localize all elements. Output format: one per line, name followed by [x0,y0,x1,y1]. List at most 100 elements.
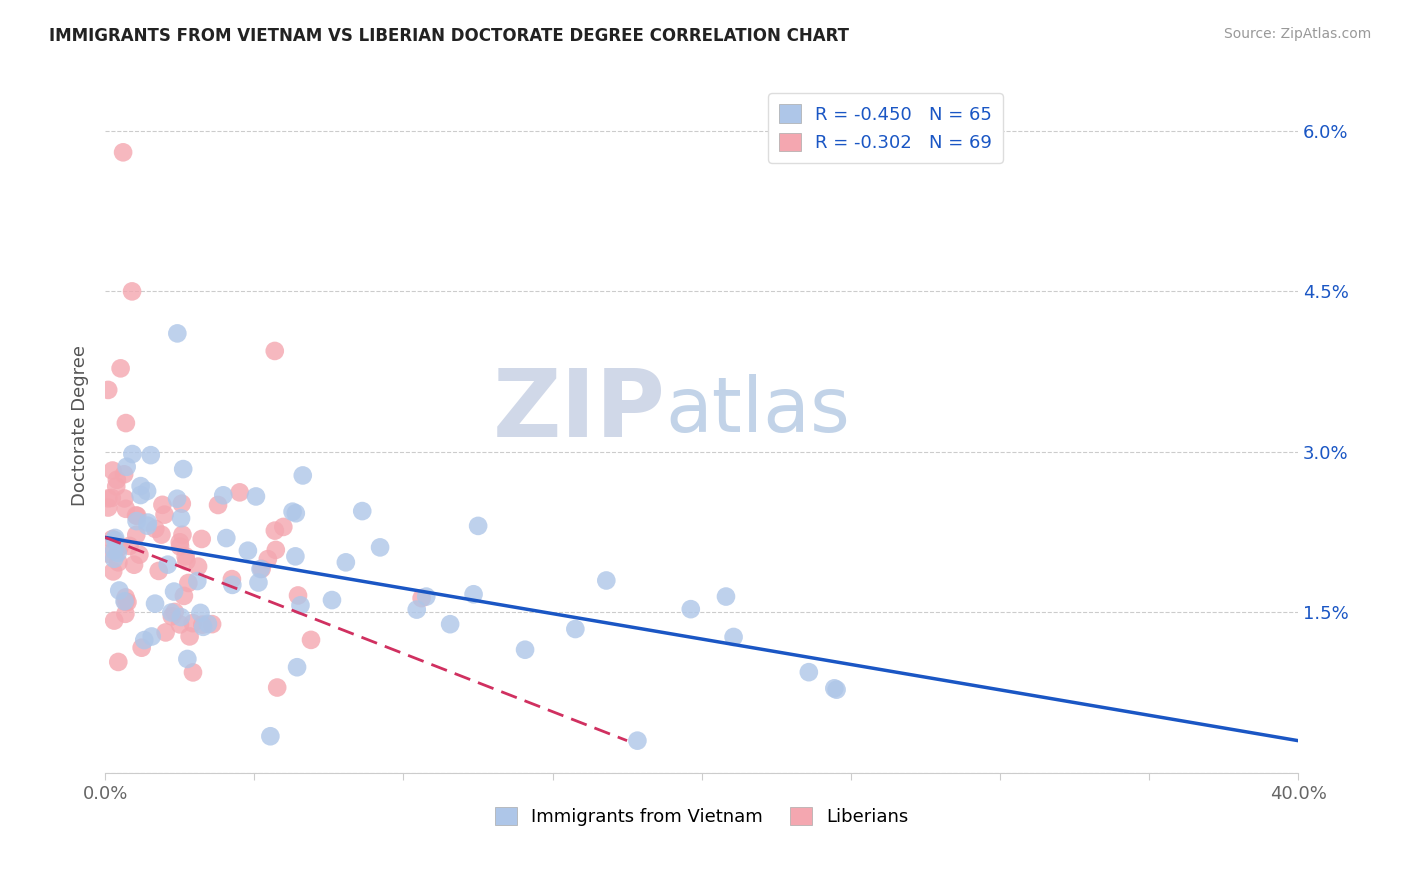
Point [97,491,120,506]
Point [823,681,845,696]
Point [186,574,208,588]
Point [101,532,124,546]
Point [284,549,307,564]
Point [221,572,243,586]
Point [172,527,194,541]
Point [125,508,148,523]
Point [131,640,153,655]
Point [190,532,212,546]
Point [114,607,136,621]
Point [105,473,128,487]
Point [163,605,186,619]
Point [207,498,229,512]
Point [170,610,193,624]
Y-axis label: Doctorate Degree: Doctorate Degree [72,344,89,506]
Point [118,539,141,553]
Legend: Immigrants from Vietnam, Liberians: Immigrants from Vietnam, Liberians [488,799,915,833]
Point [103,614,125,628]
Point [626,733,648,747]
Point [104,533,127,548]
Point [595,574,617,588]
Point [127,508,149,523]
Point [117,595,139,609]
Point [97,383,120,397]
Point [264,542,287,557]
Point [160,609,183,624]
Point [368,541,391,555]
Point [97,547,120,561]
Point [467,519,489,533]
Point [172,462,194,476]
Point [405,602,427,616]
Point [114,591,136,605]
Point [797,665,820,680]
Point [169,617,191,632]
Point [174,549,197,564]
Point [284,506,307,520]
Point [197,616,219,631]
Point [723,630,745,644]
Point [273,520,295,534]
Point [114,594,136,608]
Point [190,606,212,620]
Point [247,575,270,590]
Point [153,508,176,522]
Point [352,504,374,518]
Point [170,497,193,511]
Point [236,543,259,558]
Point [108,583,131,598]
Point [134,633,156,648]
Point [215,531,238,545]
Point [170,511,193,525]
Point [415,590,437,604]
Point [139,448,162,462]
Point [101,463,124,477]
Point [108,540,131,554]
Point [714,590,737,604]
Point [112,145,135,160]
Point [163,584,186,599]
Point [128,548,150,562]
Point [176,652,198,666]
Point [103,551,125,566]
Point [249,562,271,576]
Point [259,729,281,743]
Point [266,681,288,695]
Point [439,617,461,632]
Point [103,565,125,579]
Point [564,622,586,636]
Point [148,564,170,578]
Point [150,527,173,541]
Point [97,500,120,515]
Point [160,606,183,620]
Text: IMMIGRANTS FROM VIETNAM VS LIBERIAN DOCTORATE DEGREE CORRELATION CHART: IMMIGRANTS FROM VIETNAM VS LIBERIAN DOCT… [49,27,849,45]
Point [141,630,163,644]
Point [115,459,138,474]
Point [679,602,702,616]
Point [299,632,322,647]
Point [155,625,177,640]
Point [107,555,129,569]
Point [201,617,224,632]
Point [121,285,143,299]
Point [105,479,128,493]
Text: atlas: atlas [666,374,851,448]
Point [129,479,152,493]
Point [181,665,204,680]
Point [121,447,143,461]
Point [166,491,188,506]
Point [115,501,138,516]
Point [281,505,304,519]
Point [136,516,159,530]
Point [115,416,138,430]
Point [221,578,243,592]
Point [250,562,273,576]
Point [173,589,195,603]
Point [107,655,129,669]
Point [179,629,201,643]
Point [103,543,125,558]
Point [176,554,198,568]
Text: ZIP: ZIP [494,365,666,458]
Point [463,587,485,601]
Point [263,343,285,358]
